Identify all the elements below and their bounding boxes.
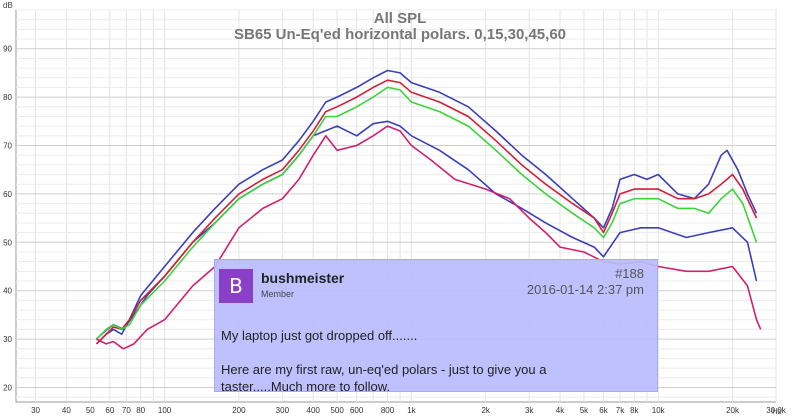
x-tick-label: 100: [158, 406, 172, 415]
x-tick-label: 20k: [726, 406, 740, 415]
post-date: 2016-01-14 2:37 pm: [526, 282, 644, 297]
y-tick-label: 80: [3, 93, 12, 102]
x-tick-label: 300: [276, 406, 290, 415]
x-tick-label: 600: [350, 406, 364, 415]
x-tick-label: 70: [122, 406, 131, 415]
user-role: Member: [261, 289, 295, 299]
x-tick-label: 400: [307, 406, 321, 415]
x-unit-label: Hz: [772, 407, 782, 416]
y-tick-label: 20: [3, 383, 12, 392]
x-tick-label: 8k: [630, 406, 639, 415]
x-tick-label: 6k: [599, 406, 608, 415]
x-tick-label: 2k: [481, 406, 490, 415]
y-tick-label: 60: [3, 190, 12, 199]
chart-subtitle: SB65 Un-Eq'ed horizontal polars. 0,15,30…: [233, 26, 566, 43]
y-tick-label: 30: [3, 335, 12, 344]
y-tick-label: 50: [3, 238, 12, 247]
x-tick-label: 800: [381, 406, 395, 415]
x-tick-label: 4k: [556, 406, 565, 415]
post-number-link[interactable]: #188: [615, 266, 644, 281]
x-tick-label: 80: [136, 406, 145, 415]
post-body-line: My laptop just got dropped off.......: [221, 328, 418, 343]
y-unit-label: dB: [3, 1, 13, 10]
x-tick-label: 40: [62, 406, 71, 415]
forum-post-overlay: B bushmeister Member #188 2016-01-14 2:3…: [214, 259, 658, 394]
x-tick-label: 10k: [652, 406, 666, 415]
post-body-line: taster.....Much more to follow.: [221, 379, 391, 394]
series-line: [95, 86, 758, 340]
post-body-line: Here are my first raw, un-eq'ed polars -…: [221, 362, 547, 377]
x-tick-label: 50: [86, 406, 95, 415]
username-link[interactable]: bushmeister: [261, 270, 345, 286]
x-tick-label: 30.0k: [766, 406, 787, 415]
y-tick-label: 70: [3, 142, 12, 151]
tick-labels: 20 30 40 50 60 70 80 90 30 40 50 60 70 80 100 200 300 400…: [3, 45, 787, 415]
y-tick-label: 40: [3, 287, 12, 296]
y-tick-label: 90: [3, 45, 12, 54]
series-line: [95, 69, 758, 345]
series-line: [95, 79, 758, 345]
x-tick-label: 500: [330, 406, 344, 415]
x-tick-label: 30: [31, 406, 40, 415]
x-tick-label: 1k: [407, 406, 416, 415]
x-tick-label: 7k: [616, 406, 625, 415]
user-avatar[interactable]: B: [219, 269, 253, 303]
chart-title: All SPL: [373, 10, 427, 27]
x-tick-label: 5k: [580, 406, 589, 415]
x-tick-label: 60: [105, 406, 114, 415]
x-tick-label: 200: [232, 406, 246, 415]
x-tick-label: 3k: [525, 406, 534, 415]
